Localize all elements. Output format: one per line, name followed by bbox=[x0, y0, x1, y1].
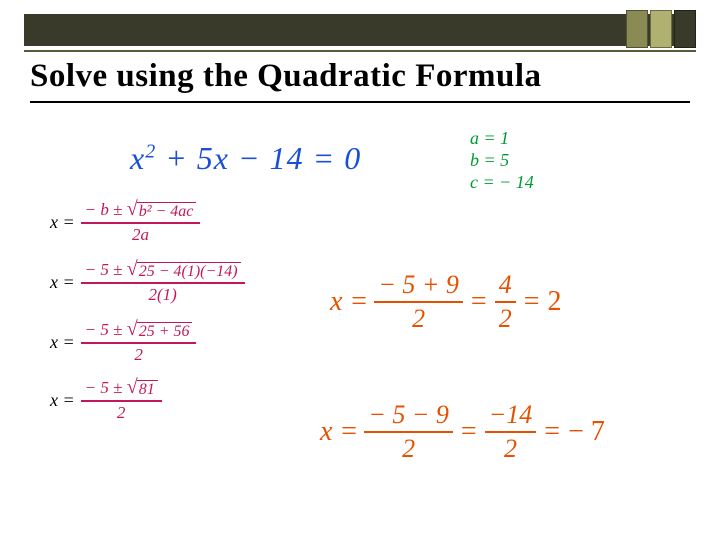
x-equals: x = bbox=[50, 212, 75, 233]
result-1: x = − 5 + 9 2 = 4 2 = 2 bbox=[330, 270, 562, 334]
x-equals: x = bbox=[50, 390, 75, 411]
step1-numerator: − b ± √b² − 4ac bbox=[81, 200, 201, 221]
formula-step-1: x = − b ± √b² − 4ac 2a bbox=[50, 200, 200, 245]
step2-denominator: 2(1) bbox=[144, 285, 180, 305]
title-underline bbox=[30, 101, 690, 103]
formula-step-4: x = − 5 ± √81 2 bbox=[50, 378, 162, 423]
x-equals: x = bbox=[330, 286, 368, 318]
slide-top-bar bbox=[24, 10, 696, 50]
result-2: x = − 5 − 9 2 = −14 2 = − 7 bbox=[320, 400, 605, 464]
x-equals: x = bbox=[50, 332, 75, 353]
term-x: x bbox=[130, 140, 145, 176]
x-equals: x = bbox=[320, 416, 358, 448]
equals: = bbox=[461, 416, 477, 448]
topbar-square bbox=[650, 10, 672, 48]
step4-denominator: 2 bbox=[113, 403, 130, 423]
page-title: Solve using the Quadratic Formula bbox=[30, 58, 690, 95]
title-block: Solve using the Quadratic Formula bbox=[30, 58, 690, 103]
r1-num1: − 5 + 9 bbox=[374, 270, 463, 300]
x-equals: x = bbox=[50, 272, 75, 293]
step3-numerator: − 5 ± √25 + 56 bbox=[81, 320, 197, 341]
topbar-square bbox=[626, 10, 648, 48]
r2-answer: − 7 bbox=[568, 416, 605, 448]
formula-step-2: x = − 5 ± √25 − 4(1)(−14) 2(1) bbox=[50, 260, 245, 305]
r1-num2: 4 bbox=[495, 270, 516, 300]
r1-den2: 2 bbox=[495, 304, 516, 334]
r2-den2: 2 bbox=[500, 434, 521, 464]
main-equation: x2 + 5x − 14 = 0 bbox=[130, 140, 361, 177]
step3-denominator: 2 bbox=[130, 345, 147, 365]
r2-num2: −14 bbox=[485, 400, 537, 430]
r2-num1: − 5 − 9 bbox=[364, 400, 453, 430]
topbar-squares bbox=[626, 10, 696, 48]
topbar-square bbox=[674, 10, 696, 48]
coeff-a: a = 1 bbox=[470, 128, 509, 149]
r2-den1: 2 bbox=[398, 434, 419, 464]
term-5x: + 5x bbox=[156, 140, 229, 176]
coeff-c: c = − 14 bbox=[470, 172, 534, 193]
r1-den1: 2 bbox=[408, 304, 429, 334]
topbar-underline bbox=[24, 50, 696, 52]
step1-denominator: 2a bbox=[128, 225, 153, 245]
step4-numerator: − 5 ± √81 bbox=[81, 378, 162, 399]
coeff-b: b = 5 bbox=[470, 150, 509, 171]
r1-answer: 2 bbox=[548, 286, 562, 318]
equals: = bbox=[471, 286, 487, 318]
term-sup: 2 bbox=[145, 140, 156, 162]
topbar-fill bbox=[24, 14, 696, 46]
step2-numerator: − 5 ± √25 − 4(1)(−14) bbox=[81, 260, 245, 281]
equals: = bbox=[544, 416, 560, 448]
term-minus14: − 14 = 0 bbox=[229, 140, 361, 176]
formula-step-3: x = − 5 ± √25 + 56 2 bbox=[50, 320, 196, 365]
equals: = bbox=[524, 286, 540, 318]
